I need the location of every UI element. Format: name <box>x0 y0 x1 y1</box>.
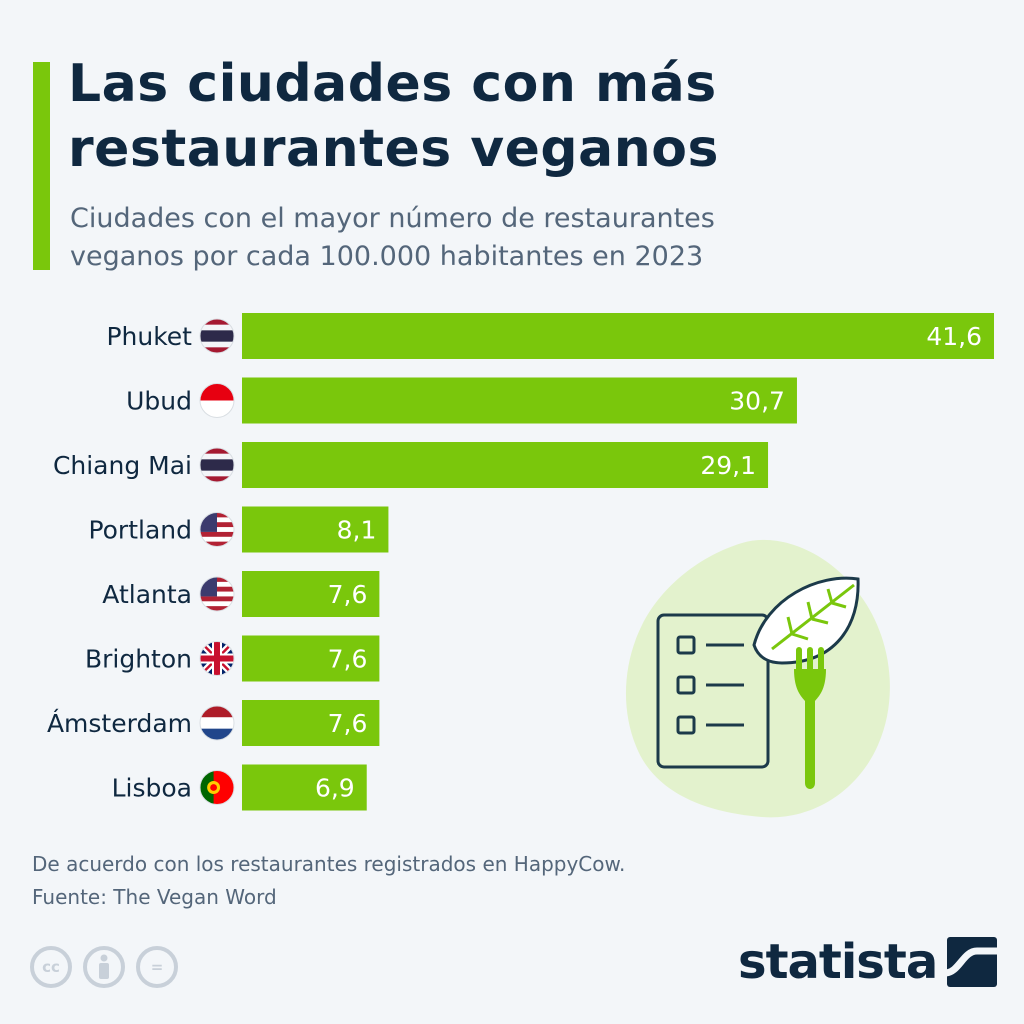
category-label: Atlanta <box>102 580 192 609</box>
license-icons: cc = <box>30 946 178 988</box>
usa-flag <box>199 576 235 612</box>
bar-value-label: 6,9 <box>315 774 355 803</box>
bar <box>242 313 994 359</box>
bar-value-label: 30,7 <box>729 387 785 416</box>
bar <box>242 700 380 746</box>
bar <box>242 764 367 811</box>
attribution-icon[interactable] <box>83 946 125 988</box>
bar-value-label: 7,6 <box>328 580 368 609</box>
menu-card-icon <box>656 613 770 769</box>
indonesia-flag <box>199 383 235 418</box>
bar-row: 7,6 Brighton <box>85 635 380 682</box>
netherlands-flag <box>199 705 235 741</box>
category-label: Ubud <box>126 387 192 416</box>
bar-row: 7,6 Atlanta <box>102 571 380 617</box>
bar <box>242 377 797 424</box>
bar <box>242 506 389 553</box>
footnote: De acuerdo con los restaurantes registra… <box>32 848 932 914</box>
category-label: Lisboa <box>112 774 192 803</box>
bar-value-label: 8,1 <box>337 516 377 545</box>
bar-row: 7,6 Ámsterdam <box>47 700 380 746</box>
bar-value-label: 41,6 <box>926 322 982 351</box>
bar-chart: 41,6 Phuket 30,7 Ubud 29,1 Chiang Mai 8,1 Portl… <box>47 313 994 811</box>
thailand-flag <box>199 318 235 354</box>
category-label: Chiang Mai <box>53 451 192 480</box>
category-label: Portland <box>88 516 192 545</box>
title-accent-bar <box>33 62 50 270</box>
statista-mark-icon <box>947 937 998 987</box>
usa-flag <box>199 512 235 547</box>
bar-value-label: 7,6 <box>328 709 368 738</box>
footnote-note: De acuerdo con los restaurantes registra… <box>32 852 626 876</box>
thailand-flag <box>199 447 235 483</box>
bar-value-label: 7,6 <box>328 645 368 674</box>
bar-row: 30,7 Ubud <box>126 377 797 424</box>
fork-icon <box>794 647 826 789</box>
brand-name: statista <box>738 934 938 990</box>
bar-row: 41,6 Phuket <box>106 313 994 359</box>
title-line-2: restaurantes veganos <box>68 119 719 179</box>
bar-row: 29,1 Chiang Mai <box>53 442 769 488</box>
category-label: Ámsterdam <box>47 709 192 738</box>
subtitle-line-1: Ciudades con el mayor número de restaura… <box>70 203 715 234</box>
no-derivatives-icon[interactable]: = <box>136 946 178 988</box>
leaf-vein <box>771 583 855 651</box>
footnote-source: Fuente: The Vegan Word <box>32 885 277 909</box>
statista-logo[interactable]: statista <box>738 934 998 990</box>
bar-value-label: 29,1 <box>700 451 756 480</box>
bar-row: 8,1 Portland <box>88 506 389 553</box>
bar <box>242 442 769 488</box>
category-label: Phuket <box>106 322 192 351</box>
cc-icon[interactable]: cc <box>30 946 72 988</box>
vegan-menu-illustration <box>625 539 890 818</box>
checklist-icon <box>676 635 744 735</box>
category-label: Brighton <box>85 645 192 674</box>
title-line-1: Las ciudades con más <box>68 54 717 114</box>
chart-subtitle: Ciudades con el mayor número de restaura… <box>70 200 970 276</box>
bar <box>242 571 380 617</box>
uk-flag <box>199 641 235 676</box>
subtitle-line-2: veganos por cada 100.000 habitantes en 2… <box>70 241 704 272</box>
chart-title: Las ciudades con más restaurantes vegano… <box>68 52 968 182</box>
bar <box>242 635 380 682</box>
bar-row: 6,9 Lisboa <box>112 764 367 811</box>
portugal-flag <box>199 770 235 805</box>
